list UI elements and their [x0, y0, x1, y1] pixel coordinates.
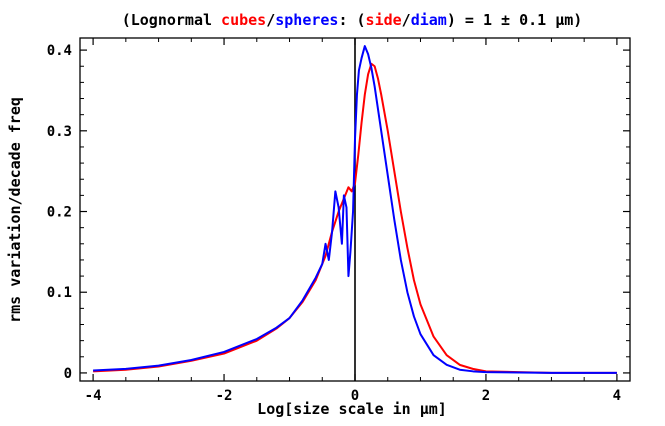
y-axis-label: rms variation/decade freq — [6, 97, 24, 323]
x-tick-label: 4 — [613, 388, 621, 404]
x-tick-label: 2 — [482, 388, 490, 404]
y-tick-label: 0.1 — [47, 285, 72, 301]
y-tick-label: 0.3 — [47, 124, 72, 140]
chart-title-part: (Lognormal — [122, 11, 221, 29]
x-tick-label: -4 — [85, 388, 102, 404]
chart-title-part: / — [402, 11, 411, 29]
chart-title-part: ) = 1 ± 0.1 μm) — [447, 11, 582, 29]
chart-title-part: spheres — [275, 11, 338, 29]
chart-title: (Lognormal cubes/spheres: (side/diam) = … — [122, 11, 583, 29]
chart-title-part: / — [266, 11, 275, 29]
y-tick-label: 0.2 — [47, 205, 72, 221]
chart-title-part: cubes — [221, 11, 266, 29]
y-tick-label: 0.4 — [47, 43, 72, 59]
series-group — [93, 45, 617, 374]
x-axis-ticks: -4 -2 0 2 4 — [85, 38, 621, 404]
y-tick-label: 0 — [64, 366, 72, 382]
x-tick-label: -2 — [216, 388, 233, 404]
y-axis-ticks: 0 0.1 0.2 0.3 0.4 — [47, 43, 630, 382]
chart-title-part: : ( — [338, 11, 365, 29]
x-tick-label: 0 — [351, 388, 359, 404]
chart-title-part: diam — [411, 11, 447, 29]
series-line-1 — [93, 45, 617, 374]
chart-title-part: side — [366, 11, 402, 29]
x-axis-label: Log[size scale in μm] — [257, 400, 447, 418]
